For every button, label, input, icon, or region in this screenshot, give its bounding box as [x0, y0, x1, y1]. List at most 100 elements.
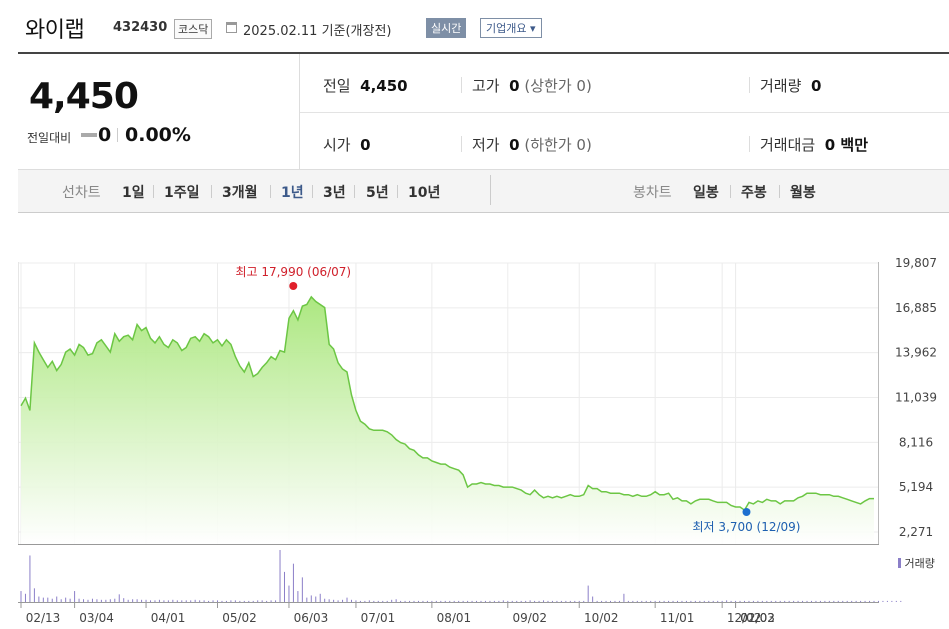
- volume-bar: [190, 600, 192, 602]
- volume-bar: [435, 600, 437, 602]
- volume-bar: [699, 600, 701, 602]
- volume-bar: [158, 599, 160, 602]
- low-stat: 저가 0 (하한가 0): [472, 136, 592, 154]
- volume-bar: [806, 600, 808, 602]
- x-tick-label: 02/03: [740, 611, 775, 625]
- volume-bar: [234, 600, 236, 602]
- volume-bar: [900, 600, 902, 602]
- y-tick-label: 11,039: [895, 391, 937, 405]
- volume-bar: [422, 600, 424, 602]
- volume-bar: [315, 596, 317, 602]
- volume-bar: [877, 600, 879, 602]
- volume-bar: [377, 600, 379, 602]
- change-value: 0: [98, 124, 112, 146]
- volume-bar: [100, 599, 102, 602]
- volume-bar: [199, 600, 201, 602]
- volume-bar: [400, 600, 402, 602]
- volume-bar: [47, 597, 49, 602]
- volume-bar: [172, 599, 174, 602]
- tab-3y[interactable]: 3년: [323, 185, 346, 201]
- y-tick-label: 8,116: [899, 435, 933, 449]
- volume-bar: [212, 600, 214, 602]
- volume-bar: [654, 600, 656, 602]
- company-info-button[interactable]: 기업개요 ▾: [480, 18, 542, 38]
- volume-bar: [511, 600, 513, 602]
- tab-daily[interactable]: 일봉: [693, 185, 719, 201]
- volume-bar: [221, 600, 223, 602]
- tab-10y[interactable]: 10년: [408, 185, 441, 201]
- x-tick-label: 03/04: [79, 611, 114, 625]
- volume-bar: [743, 600, 745, 602]
- amount-stat: 거래대금 0 백만: [760, 136, 869, 154]
- tab-1y[interactable]: 1년: [281, 185, 304, 201]
- x-tick-label: 07/01: [361, 611, 396, 625]
- volume-bar: [668, 600, 670, 602]
- volume-bar: [703, 600, 705, 602]
- volume-bar: [489, 600, 491, 602]
- calendar-icon: [226, 22, 237, 33]
- price-area: [21, 296, 874, 544]
- volume-legend: 거래량: [898, 555, 935, 571]
- volume-bar: [618, 600, 620, 602]
- change-percent: 0.00%: [125, 124, 191, 146]
- volume-bar: [757, 600, 759, 602]
- volume-bar: [123, 598, 125, 602]
- tab-monthly[interactable]: 월봉: [790, 185, 816, 201]
- volume-bar: [288, 585, 290, 602]
- volume-bar: [346, 597, 348, 602]
- tab-1d[interactable]: 1일: [122, 185, 145, 201]
- volume-bar: [815, 600, 817, 602]
- volume-bar: [391, 599, 393, 602]
- volume-bar: [592, 596, 594, 602]
- volume-bar: [502, 600, 504, 602]
- stock-code: 432430: [113, 20, 168, 35]
- tab-3m[interactable]: 3개월: [222, 185, 258, 201]
- volume-bar: [386, 600, 388, 602]
- volume-bar: [556, 600, 558, 602]
- volume-bar: [578, 600, 580, 602]
- volume-bar: [426, 600, 428, 602]
- volume-bar: [855, 600, 857, 602]
- volume-bar: [368, 600, 370, 602]
- volume-bar: [453, 600, 455, 602]
- price-box: [18, 54, 300, 169]
- chart-tabbar: [18, 169, 949, 213]
- volume-bar: [105, 599, 107, 602]
- volume-bar: [730, 600, 732, 602]
- volume-bar: [118, 594, 120, 602]
- y-tick-label: 13,962: [895, 346, 937, 360]
- volume-bar: [141, 599, 143, 602]
- volume-bar: [132, 599, 134, 602]
- volume-bar: [869, 600, 871, 602]
- volume-bar: [842, 600, 844, 602]
- volume-bar: [208, 600, 210, 602]
- tab-1w[interactable]: 1주일: [164, 185, 200, 201]
- prev-close-stat: 전일 4,450: [323, 77, 408, 95]
- volume-bar: [136, 599, 138, 602]
- volume-legend-swatch: [898, 558, 901, 568]
- volume-bar: [748, 600, 750, 602]
- tab-5y[interactable]: 5년: [366, 185, 389, 201]
- volume-bar: [261, 600, 263, 602]
- volume-bar: [784, 600, 786, 602]
- high-label: 최고 17,990 (06/07): [235, 265, 351, 279]
- open-stat: 시가 0: [323, 136, 371, 154]
- low-marker: [742, 508, 751, 516]
- divider: [117, 128, 118, 142]
- tab-weekly[interactable]: 주봉: [741, 185, 767, 201]
- volume-bar: [409, 600, 411, 602]
- volume-bar: [176, 600, 178, 602]
- date-text: 2025.02.11 기준(개장전): [243, 24, 392, 39]
- realtime-button[interactable]: 실시간: [426, 18, 467, 38]
- volume-bar: [364, 600, 366, 602]
- volume-bar: [248, 600, 250, 602]
- volume-bar: [266, 600, 268, 602]
- x-tick-label: 06/03: [294, 611, 329, 625]
- x-tick-label: 08/01: [437, 611, 472, 625]
- volume-bar: [51, 598, 53, 602]
- volume-bar: [333, 599, 335, 602]
- y-tick-label: 2,271: [899, 525, 933, 539]
- volume-bar: [574, 600, 576, 602]
- volume-bar: [83, 599, 85, 602]
- volume-bar: [297, 591, 299, 602]
